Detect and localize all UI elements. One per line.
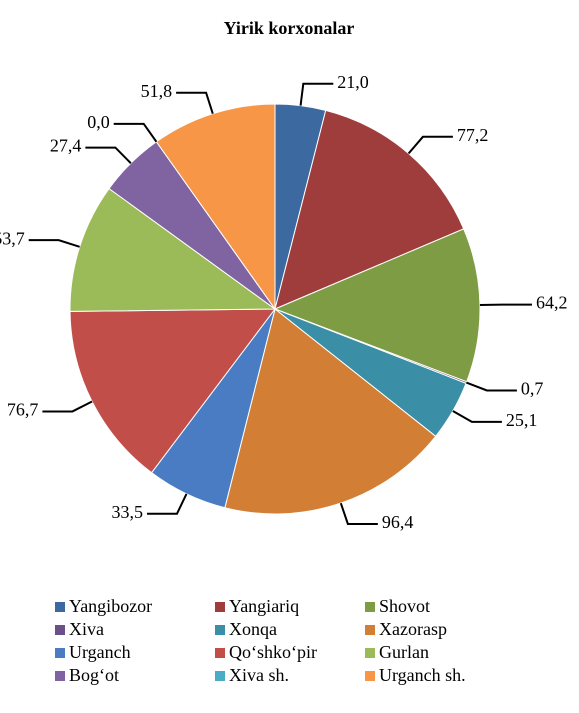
legend-swatch xyxy=(55,602,65,612)
legend-label: Qo‘shko‘pir xyxy=(229,642,317,662)
leader-line xyxy=(339,502,378,525)
legend-swatch xyxy=(365,671,375,681)
legend-swatch xyxy=(55,671,65,681)
data-label: 77,2 xyxy=(457,125,489,145)
legend-label: Xazorasp xyxy=(379,619,447,639)
leader-line xyxy=(176,91,214,114)
pie-slice xyxy=(274,109,465,310)
legend-label: Xiva xyxy=(69,619,104,639)
data-label: 0,7 xyxy=(521,379,544,399)
data-label: 0,0 xyxy=(87,112,110,132)
data-label: 25,1 xyxy=(506,410,538,430)
legend-label: Xonqa xyxy=(229,619,277,639)
legend-swatch xyxy=(365,648,375,658)
legend-label: Urganch sh. xyxy=(379,665,466,685)
data-label: 64,2 xyxy=(536,293,568,313)
legend-swatch xyxy=(365,602,375,612)
legend-label: Shovot xyxy=(379,596,430,616)
pie-slice xyxy=(69,187,277,312)
pie-slice xyxy=(273,228,481,383)
leader-line xyxy=(146,493,188,515)
leader-line xyxy=(42,400,93,413)
legend-swatch xyxy=(55,625,65,635)
pie-slice xyxy=(69,308,277,474)
data-label: 27,4 xyxy=(50,136,82,156)
pie-slice xyxy=(224,308,437,515)
legend-label: Gurlan xyxy=(379,642,429,662)
legend-label: Bog‘ot xyxy=(69,665,119,685)
data-label: 21,0 xyxy=(337,72,369,92)
leader-line xyxy=(465,381,517,392)
legend-swatch xyxy=(215,671,225,681)
legend-swatch xyxy=(55,648,65,658)
leader-line xyxy=(299,82,334,106)
legend-label: Urganch xyxy=(69,642,131,662)
legend-label: Xiva sh. xyxy=(229,665,289,685)
leader-line xyxy=(28,239,80,248)
pie-slice xyxy=(155,103,276,311)
data-label: 96,4 xyxy=(382,512,414,532)
legend-swatch xyxy=(215,625,225,635)
data-label: 76,7 xyxy=(7,400,39,420)
leader-line xyxy=(113,122,158,143)
leader-line xyxy=(85,146,132,164)
data-label: 53,7 xyxy=(0,228,25,248)
data-label: 51,8 xyxy=(141,81,173,101)
legend-label: Yangiariq xyxy=(229,596,299,616)
legend-swatch xyxy=(215,602,225,612)
legend-swatch xyxy=(365,625,375,635)
leader-line xyxy=(452,410,502,423)
leader-line xyxy=(407,135,453,155)
data-label: 33,5 xyxy=(111,502,143,522)
legend-label: Yangibozor xyxy=(69,596,152,616)
legend-swatch xyxy=(215,648,225,658)
chart-title: Yirik korxonalar xyxy=(224,18,355,38)
